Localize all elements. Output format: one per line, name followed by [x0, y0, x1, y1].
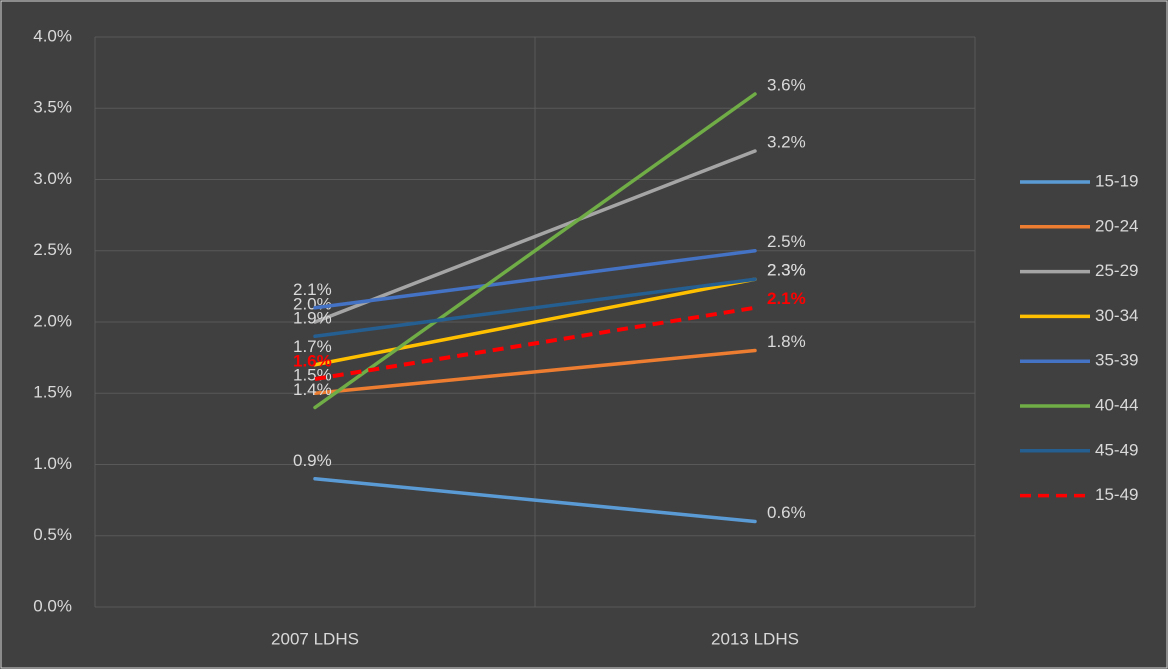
series-line: [313, 92, 757, 410]
data-label: 2.1%: [293, 280, 332, 299]
data-label: 1.4%: [293, 380, 332, 399]
y-tick-label: 4.0%: [33, 26, 72, 45]
legend-label: 40-44: [1095, 395, 1138, 414]
legend-label: 15-19: [1095, 171, 1138, 190]
series-line: [313, 348, 757, 395]
data-label: 1.5%: [293, 366, 332, 385]
data-label: 1.8%: [767, 332, 806, 351]
y-tick-label: 2.0%: [33, 311, 72, 330]
series-line: [313, 277, 757, 367]
data-label: 2.3%: [767, 261, 806, 280]
data-label: 1.7%: [293, 337, 332, 356]
series-line: [314, 305, 756, 381]
y-tick-label: 0.5%: [33, 525, 72, 544]
data-label: 2.3%: [767, 261, 806, 280]
series-line: [313, 249, 757, 310]
legend-label: 45-49: [1095, 440, 1138, 459]
data-label: 2.1%: [767, 289, 806, 308]
legend-label: 30-34: [1095, 306, 1138, 325]
data-label: 3.2%: [767, 132, 806, 151]
y-tick-label: 2.5%: [33, 240, 72, 259]
legend-label: 20-24: [1095, 216, 1138, 235]
y-tick-label: 3.5%: [33, 98, 72, 117]
data-label: 3.6%: [767, 75, 806, 94]
legend-label: 35-39: [1095, 351, 1138, 370]
legend-label: 25-29: [1095, 261, 1138, 280]
x-tick-label: 2013 LDHS: [711, 629, 799, 648]
series-line: [313, 149, 757, 324]
data-label: 2.0%: [293, 294, 332, 313]
data-label: 1.6%: [293, 351, 332, 370]
data-label: 0.6%: [767, 503, 806, 522]
series-line: [313, 477, 757, 524]
series-line: [313, 277, 757, 338]
y-tick-label: 0.0%: [33, 596, 72, 615]
x-tick-label: 2007 LDHS: [271, 629, 359, 648]
y-tick-label: 1.5%: [33, 383, 72, 402]
y-tick-label: 3.0%: [33, 169, 72, 188]
y-tick-label: 1.0%: [33, 454, 72, 473]
data-label: 1.9%: [293, 309, 332, 328]
data-label: 2.5%: [767, 232, 806, 251]
data-label: 0.9%: [293, 451, 332, 470]
legend-label: 15-49: [1095, 485, 1138, 504]
